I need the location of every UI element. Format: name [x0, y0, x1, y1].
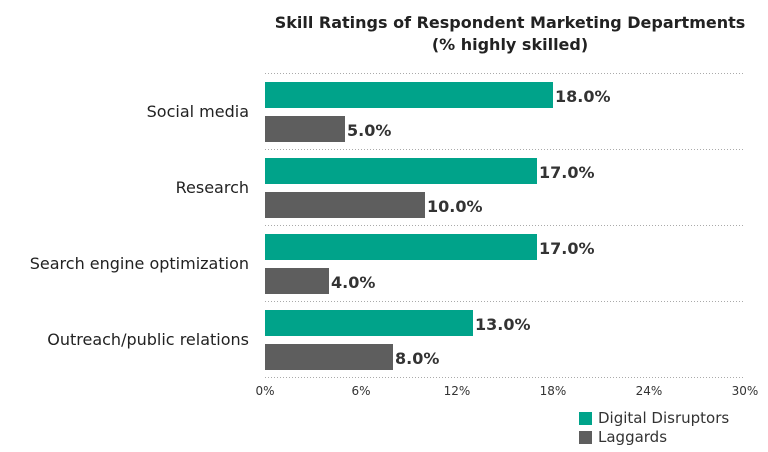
- legend-swatch: [579, 411, 592, 425]
- legend-label: Digital Disruptors: [598, 409, 730, 427]
- data-label: 5.0%: [347, 121, 391, 140]
- x-tick-label: 30%: [732, 384, 759, 398]
- data-label: 17.0%: [539, 163, 595, 182]
- data-label: 4.0%: [331, 273, 375, 292]
- data-label: 17.0%: [539, 239, 595, 258]
- x-tick-label: 18%: [540, 384, 567, 398]
- x-tick-label: 0%: [255, 384, 274, 398]
- title-text: Skill Ratings of Respondent Marketing De…: [274, 13, 746, 32]
- category-label: Research: [176, 178, 249, 197]
- category-label: Outreach/public relations: [47, 330, 249, 349]
- bar: [265, 310, 473, 336]
- category-label: Search engine optimization: [30, 254, 249, 273]
- bar: [265, 268, 329, 294]
- x-tick-label: 12%: [444, 384, 471, 398]
- subtitle-text: (% highly skilled): [431, 35, 589, 54]
- category-label: Social media: [147, 102, 249, 121]
- bar: [265, 116, 345, 142]
- legend-label: Laggards: [598, 428, 668, 446]
- legend-item-digital-disruptors: Digital Disruptors: [579, 409, 729, 427]
- data-label: 13.0%: [475, 315, 531, 334]
- bar: [265, 234, 537, 260]
- x-tick-label: 24%: [636, 384, 663, 398]
- data-label: 18.0%: [555, 87, 611, 106]
- data-label: 8.0%: [395, 349, 439, 368]
- bar: [265, 192, 425, 218]
- bar: [265, 158, 537, 184]
- data-label: 10.0%: [427, 197, 483, 216]
- chart-title: Skill Ratings of Respondent Marketing De…: [200, 12, 768, 56]
- bar: [265, 82, 553, 108]
- legend-swatch: [579, 430, 592, 444]
- legend-item-laggards: Laggards: [579, 428, 667, 446]
- x-tick-label: 6%: [351, 384, 370, 398]
- bar: [265, 344, 393, 370]
